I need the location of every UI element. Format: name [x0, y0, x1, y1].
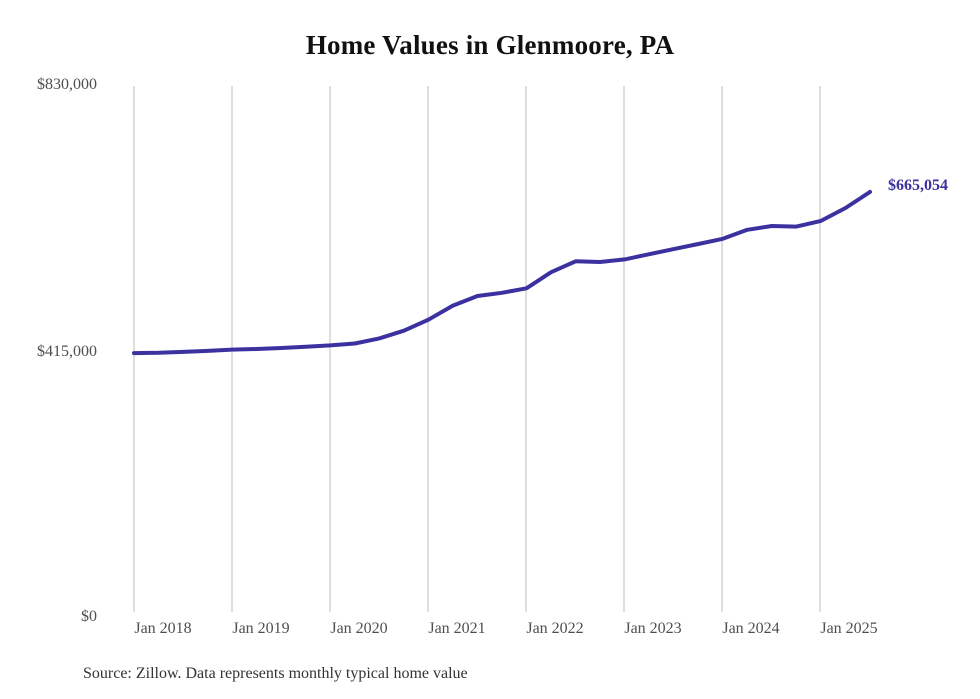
x-axis-tick-jan-2025: Jan 2025 — [820, 620, 878, 637]
chart-title: Home Values in Glenmoore, PA — [305, 30, 675, 60]
x-axis-tick-jan-2019: Jan 2019 — [232, 620, 290, 637]
chart-source-footnote: Source: Zillow. Data represents monthly … — [83, 665, 468, 682]
y-axis-tick-0: $0 — [81, 608, 97, 625]
x-axis-tick-jan-2022: Jan 2022 — [526, 620, 584, 637]
y-axis-tick-830000: $830,000 — [37, 76, 97, 93]
x-axis-tick-jan-2018: Jan 2018 — [134, 620, 192, 637]
y-axis-tick-415000: $415,000 — [37, 343, 97, 360]
x-axis-tick-jan-2023: Jan 2023 — [624, 620, 682, 637]
data-line-series — [132, 189, 872, 356]
end-value-annotation: $665,054 — [888, 177, 948, 194]
x-axis-tick-jan-2021: Jan 2021 — [428, 620, 486, 637]
x-axis-tick-jan-2020: Jan 2020 — [330, 620, 388, 637]
x-axis-tick-jan-2024: Jan 2024 — [722, 620, 780, 637]
